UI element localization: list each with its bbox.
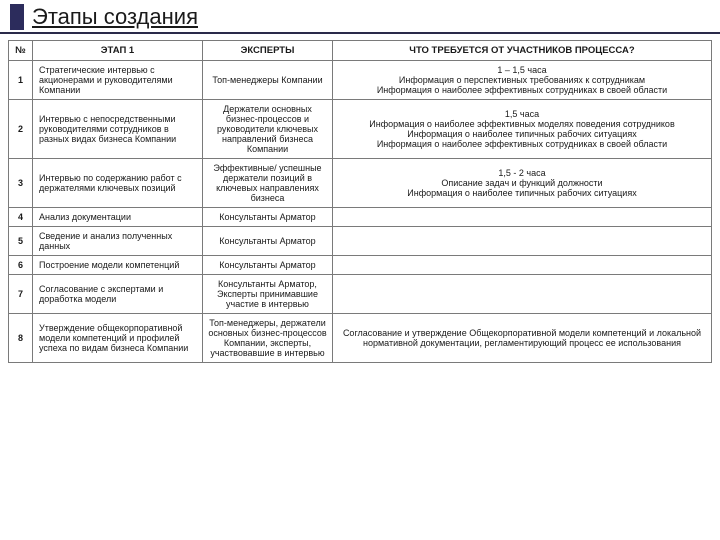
cell-stage: Интервью по содержанию работ с держателя… (33, 159, 203, 208)
stages-table: № ЭТАП 1 ЭКСПЕРТЫ ЧТО ТРЕБУЕТСЯ ОТ УЧАСТ… (8, 40, 712, 363)
cell-required: 1 – 1,5 часа Информация о перспективных … (333, 61, 712, 100)
col-header-required: ЧТО ТРЕБУЕТСЯ ОТ УЧАСТНИКОВ ПРОЦЕССА? (333, 41, 712, 61)
cell-required: 1,5 - 2 часа Описание задач и функций до… (333, 159, 712, 208)
cell-experts: Эффективные/ успешные держатели позиций … (203, 159, 333, 208)
table-header-row: № ЭТАП 1 ЭКСПЕРТЫ ЧТО ТРЕБУЕТСЯ ОТ УЧАСТ… (9, 41, 712, 61)
cell-required: Согласование и утверждение Общекорпорати… (333, 314, 712, 363)
page-title: Этапы создания (32, 4, 198, 30)
col-header-num: № (9, 41, 33, 61)
cell-required (333, 227, 712, 256)
cell-stage: Стратегические интервью с акционерами и … (33, 61, 203, 100)
table-row: 6 Построение модели компетенций Консульт… (9, 256, 712, 275)
cell-experts: Консультанты Арматор (203, 208, 333, 227)
cell-experts: Консультанты Арматор (203, 227, 333, 256)
cell-num: 5 (9, 227, 33, 256)
cell-num: 7 (9, 275, 33, 314)
cell-num: 4 (9, 208, 33, 227)
cell-stage: Анализ документации (33, 208, 203, 227)
table-container: № ЭТАП 1 ЭКСПЕРТЫ ЧТО ТРЕБУЕТСЯ ОТ УЧАСТ… (0, 40, 720, 363)
cell-stage: Согласование с экспертами и доработка мо… (33, 275, 203, 314)
table-row: 7 Согласование с экспертами и доработка … (9, 275, 712, 314)
cell-required: 1,5 часа Информация о наиболее эффективн… (333, 100, 712, 159)
cell-experts: Консультанты Арматор (203, 256, 333, 275)
cell-experts: Топ-менеджеры, держатели основных бизнес… (203, 314, 333, 363)
title-accent-box (10, 4, 24, 30)
cell-stage: Утверждение общекорпоративной модели ком… (33, 314, 203, 363)
col-header-experts: ЭКСПЕРТЫ (203, 41, 333, 61)
cell-num: 2 (9, 100, 33, 159)
cell-stage: Сведение и анализ полученных данных (33, 227, 203, 256)
cell-num: 6 (9, 256, 33, 275)
cell-stage: Интервью с непосредственными руководител… (33, 100, 203, 159)
table-row: 4 Анализ документации Консультанты Армат… (9, 208, 712, 227)
table-row: 1 Стратегические интервью с акционерами … (9, 61, 712, 100)
table-row: 2 Интервью с непосредственными руководит… (9, 100, 712, 159)
cell-experts: Консультанты Арматор, Эксперты принимавш… (203, 275, 333, 314)
cell-required (333, 208, 712, 227)
page-header: Этапы создания (0, 0, 720, 34)
cell-stage: Построение модели компетенций (33, 256, 203, 275)
cell-experts: Держатели основных бизнес-процессов и ру… (203, 100, 333, 159)
table-row: 8 Утверждение общекорпоративной модели к… (9, 314, 712, 363)
col-header-stage: ЭТАП 1 (33, 41, 203, 61)
cell-num: 3 (9, 159, 33, 208)
cell-required (333, 256, 712, 275)
table-row: 3 Интервью по содержанию работ с держате… (9, 159, 712, 208)
cell-experts: Топ-менеджеры Компании (203, 61, 333, 100)
cell-required (333, 275, 712, 314)
cell-num: 1 (9, 61, 33, 100)
table-row: 5 Сведение и анализ полученных данных Ко… (9, 227, 712, 256)
cell-num: 8 (9, 314, 33, 363)
